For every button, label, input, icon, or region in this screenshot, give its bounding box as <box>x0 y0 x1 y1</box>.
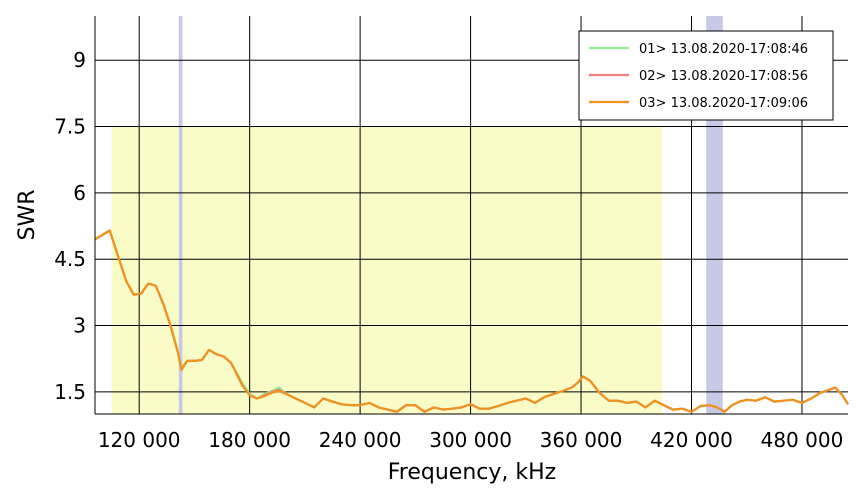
axes-layer <box>94 16 848 415</box>
legend-entry-1: 01> 13.08.2020-17:08:46 <box>639 42 808 57</box>
series-line-3 <box>94 229 849 413</box>
legend: 01> 13.08.2020-17:08:46 02> 13.08.2020-17… <box>578 30 834 121</box>
y-tick-label-6: 9 <box>73 48 86 72</box>
x-tick-label-7: 480 000 <box>761 428 844 452</box>
y-tick-label-3: 4.5 <box>54 247 86 271</box>
x-tick-label-3: 240 000 <box>319 428 402 452</box>
marker-band-1 <box>178 16 183 414</box>
x-tick-label-1: 120 000 <box>98 428 181 452</box>
y-axis-title: SWR <box>15 189 40 240</box>
plot-background-layer <box>111 16 723 415</box>
y-tick-label-5: 7.5 <box>54 115 86 139</box>
y-tick-label-1: 1.5 <box>54 380 86 404</box>
range-shaded-band <box>111 126 663 415</box>
x-tick-label-6: 420 000 <box>650 428 733 452</box>
x-tick-label-2: 180 000 <box>208 428 291 452</box>
grid-layer <box>95 16 848 414</box>
y-tick-label-4: 6 <box>73 181 86 205</box>
x-axis-title: Frequency, kHz <box>388 460 556 485</box>
y-tick-label-2: 3 <box>73 314 86 338</box>
x-tick-label-4: 300 000 <box>429 428 512 452</box>
series-layer <box>94 229 849 413</box>
tick-labels-layer: 120 000 180 000 240 000 300 000 360 000 420 0… <box>54 48 843 452</box>
legend-entry-3: 03> 13.08.2020-17:09:06 <box>639 96 808 111</box>
legend-entry-2: 02> 13.08.2020-17:08:56 <box>639 69 808 84</box>
x-tick-label-5: 360 000 <box>540 428 623 452</box>
